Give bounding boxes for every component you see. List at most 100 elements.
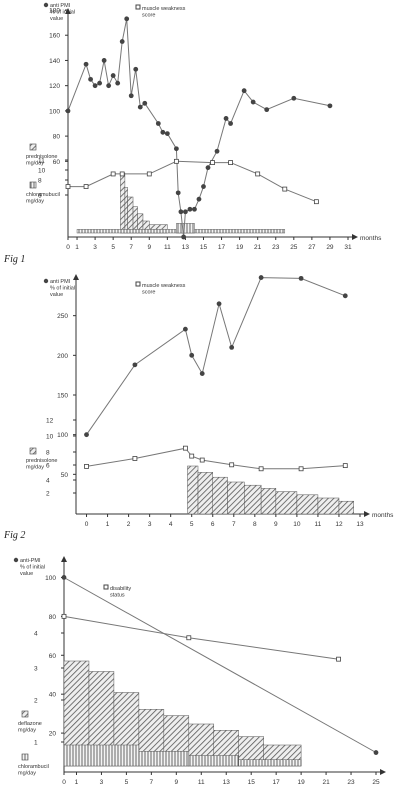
data-point bbox=[205, 165, 211, 171]
x-tick-label: 19 bbox=[298, 779, 306, 786]
x-tick-label: 1 bbox=[75, 779, 79, 786]
legend-square-icon bbox=[103, 584, 109, 590]
y-right-tick-label: 12 bbox=[46, 418, 54, 425]
prednisolone-bar bbox=[120, 172, 126, 234]
data-point bbox=[223, 116, 229, 121]
chlorambucil-bar bbox=[188, 755, 239, 767]
data-point bbox=[298, 275, 304, 281]
x-tick-label: 27 bbox=[308, 244, 316, 251]
data-point bbox=[119, 171, 125, 177]
data-point bbox=[189, 453, 195, 459]
data-point bbox=[83, 61, 89, 67]
data-point bbox=[65, 184, 71, 189]
x-tick-label: 12 bbox=[335, 521, 343, 528]
data-point bbox=[189, 352, 195, 358]
chlorambucil-bar bbox=[138, 751, 190, 767]
prednisolone-bar bbox=[244, 484, 262, 515]
legend-bar-swatch bbox=[29, 143, 37, 151]
x-tick-label: 7 bbox=[129, 244, 133, 251]
y-tick-label: 250 bbox=[57, 313, 68, 320]
data-point bbox=[250, 99, 256, 105]
x-tick-label: 5 bbox=[190, 521, 194, 528]
data-point bbox=[124, 16, 130, 22]
x-tick-label: 15 bbox=[248, 779, 256, 786]
legend-bar-swatch bbox=[21, 753, 29, 761]
y-tick-label: 100 bbox=[45, 575, 56, 582]
data-point bbox=[216, 301, 222, 307]
y-tick-label: 60 bbox=[53, 159, 61, 166]
y-tick-label: 80 bbox=[53, 134, 61, 141]
data-point bbox=[373, 750, 379, 755]
prednisolone-bar bbox=[296, 494, 319, 515]
legend-left-label: anti PMI% of initial value bbox=[50, 3, 75, 22]
x-tick-label: 3 bbox=[100, 779, 104, 786]
y-tick-label: 200 bbox=[57, 353, 68, 360]
legend-bar-swatch bbox=[29, 181, 37, 189]
data-point bbox=[182, 326, 188, 332]
chart-3: 0 1 3 5 7 9 11 13 15 17 19 21 23 25204060801001234ant… bbox=[13, 556, 386, 786]
x-tick-label: 29 bbox=[326, 244, 334, 251]
series-line bbox=[68, 160, 317, 203]
legend-bar-swatch bbox=[21, 710, 29, 718]
data-point bbox=[228, 160, 233, 165]
data-point bbox=[264, 107, 270, 113]
legend-right-label: disability status bbox=[110, 586, 131, 599]
y-tick-label: 100 bbox=[49, 108, 60, 115]
y-right-tick-label: 11 bbox=[38, 158, 45, 165]
y-tick-label: 120 bbox=[49, 83, 60, 90]
x-tick-label: 31 bbox=[344, 244, 352, 251]
chart-1: 0 1 3 5 7 9 11 13 15 17 19 21 23 25 27 29 31months608010… bbox=[3, 2, 382, 265]
y-right-tick-label: 6 bbox=[38, 193, 42, 200]
y-tick-label: 150 bbox=[57, 393, 68, 400]
series-line bbox=[63, 615, 339, 660]
data-point bbox=[178, 209, 184, 215]
y-tick-label: 20 bbox=[49, 731, 57, 738]
y-tick-label: 40 bbox=[49, 692, 57, 699]
y-right-tick-label: 10 bbox=[46, 434, 54, 441]
data-point bbox=[186, 635, 192, 641]
y-right-tick-label: 3 bbox=[34, 666, 38, 673]
data-point bbox=[137, 104, 143, 110]
x-tick-label: 9 bbox=[274, 521, 278, 528]
x-tick-label: 11 bbox=[315, 521, 322, 528]
x-tick-label: 9 bbox=[147, 244, 151, 251]
data-point bbox=[282, 186, 288, 192]
x-tick-label: 8 bbox=[253, 521, 257, 528]
y-tick-label: 140 bbox=[49, 58, 60, 65]
chlorambucil-bar bbox=[63, 744, 140, 767]
data-point bbox=[160, 129, 166, 135]
chloramubucil-bar bbox=[176, 223, 195, 234]
x-tick-label: 3 bbox=[93, 244, 97, 251]
data-point bbox=[88, 76, 93, 82]
data-point bbox=[313, 199, 319, 205]
data-point bbox=[336, 656, 341, 662]
data-point bbox=[155, 121, 161, 126]
data-point bbox=[192, 206, 197, 212]
x-tick-label: 21 bbox=[322, 779, 330, 786]
x-tick-label: 15 bbox=[200, 244, 208, 251]
x-tick-label: 5 bbox=[111, 244, 115, 251]
data-point bbox=[106, 83, 112, 89]
x-tick-label: 23 bbox=[272, 244, 280, 251]
data-point bbox=[84, 463, 89, 469]
legend-circle-icon bbox=[13, 557, 19, 563]
x-tick-label: 13 bbox=[223, 779, 231, 786]
series-line bbox=[86, 447, 346, 470]
x-tick-label: 0 bbox=[85, 521, 89, 528]
legend-left-label: anti-PMI% of initial value bbox=[20, 558, 45, 577]
y-tick-label: 160 bbox=[49, 33, 60, 40]
data-point bbox=[258, 275, 264, 280]
y-right-tick-label: 4 bbox=[46, 478, 50, 485]
x-tick-label: 23 bbox=[347, 779, 355, 786]
x-tick-label: 0 bbox=[66, 244, 70, 251]
data-point bbox=[173, 146, 179, 152]
y-tick-label: 80 bbox=[49, 614, 57, 621]
y-right-tick-label: 2 bbox=[46, 491, 50, 498]
data-point bbox=[83, 184, 89, 189]
y-right-tick-label: 10 bbox=[38, 168, 46, 175]
x-tick-label: 11 bbox=[198, 779, 205, 786]
x-tick-label: 7 bbox=[150, 779, 154, 786]
legend-circle-icon bbox=[43, 2, 49, 8]
data-point bbox=[187, 206, 193, 212]
y-axis-arrow bbox=[73, 274, 79, 280]
